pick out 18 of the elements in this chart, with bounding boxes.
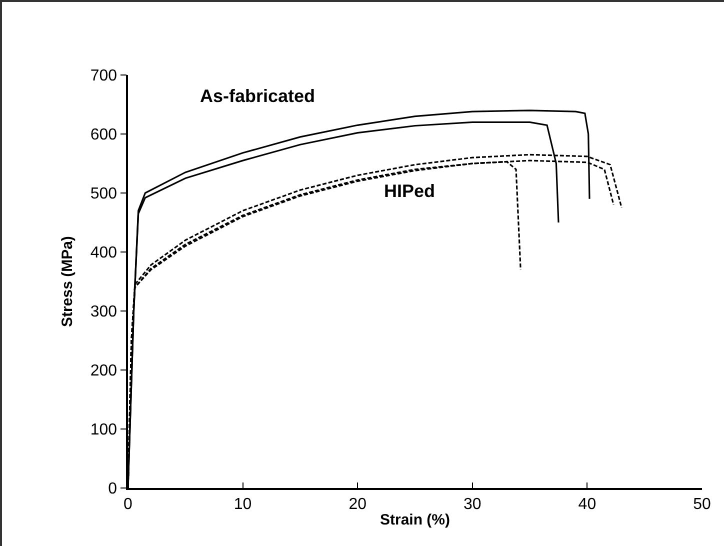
y-tick-label: 300	[90, 304, 118, 321]
x-tick-label: 30	[464, 496, 482, 513]
y-tick-label: 100	[90, 422, 118, 439]
y-tick-label: 200	[90, 362, 118, 380]
x-tick-label: 20	[348, 496, 367, 513]
x-axis-title: Strain (%)	[380, 511, 450, 528]
y-tick-label: 700	[90, 68, 118, 85]
y-tick-label: 400	[90, 244, 118, 262]
x-tick-label: 0	[124, 496, 133, 513]
annotation: HIPed	[384, 181, 436, 201]
x-tick-label: 10	[234, 496, 252, 513]
y-axis-title: Stress (MPa)	[59, 236, 76, 327]
y-tick-label: 600	[90, 126, 118, 144]
annotation: As-fabricated	[200, 86, 316, 106]
y-tick-label: 0	[108, 480, 118, 498]
x-tick-label: 40	[578, 496, 596, 513]
x-tick-label: 50	[693, 496, 711, 513]
y-tick-label: 500	[90, 186, 118, 203]
